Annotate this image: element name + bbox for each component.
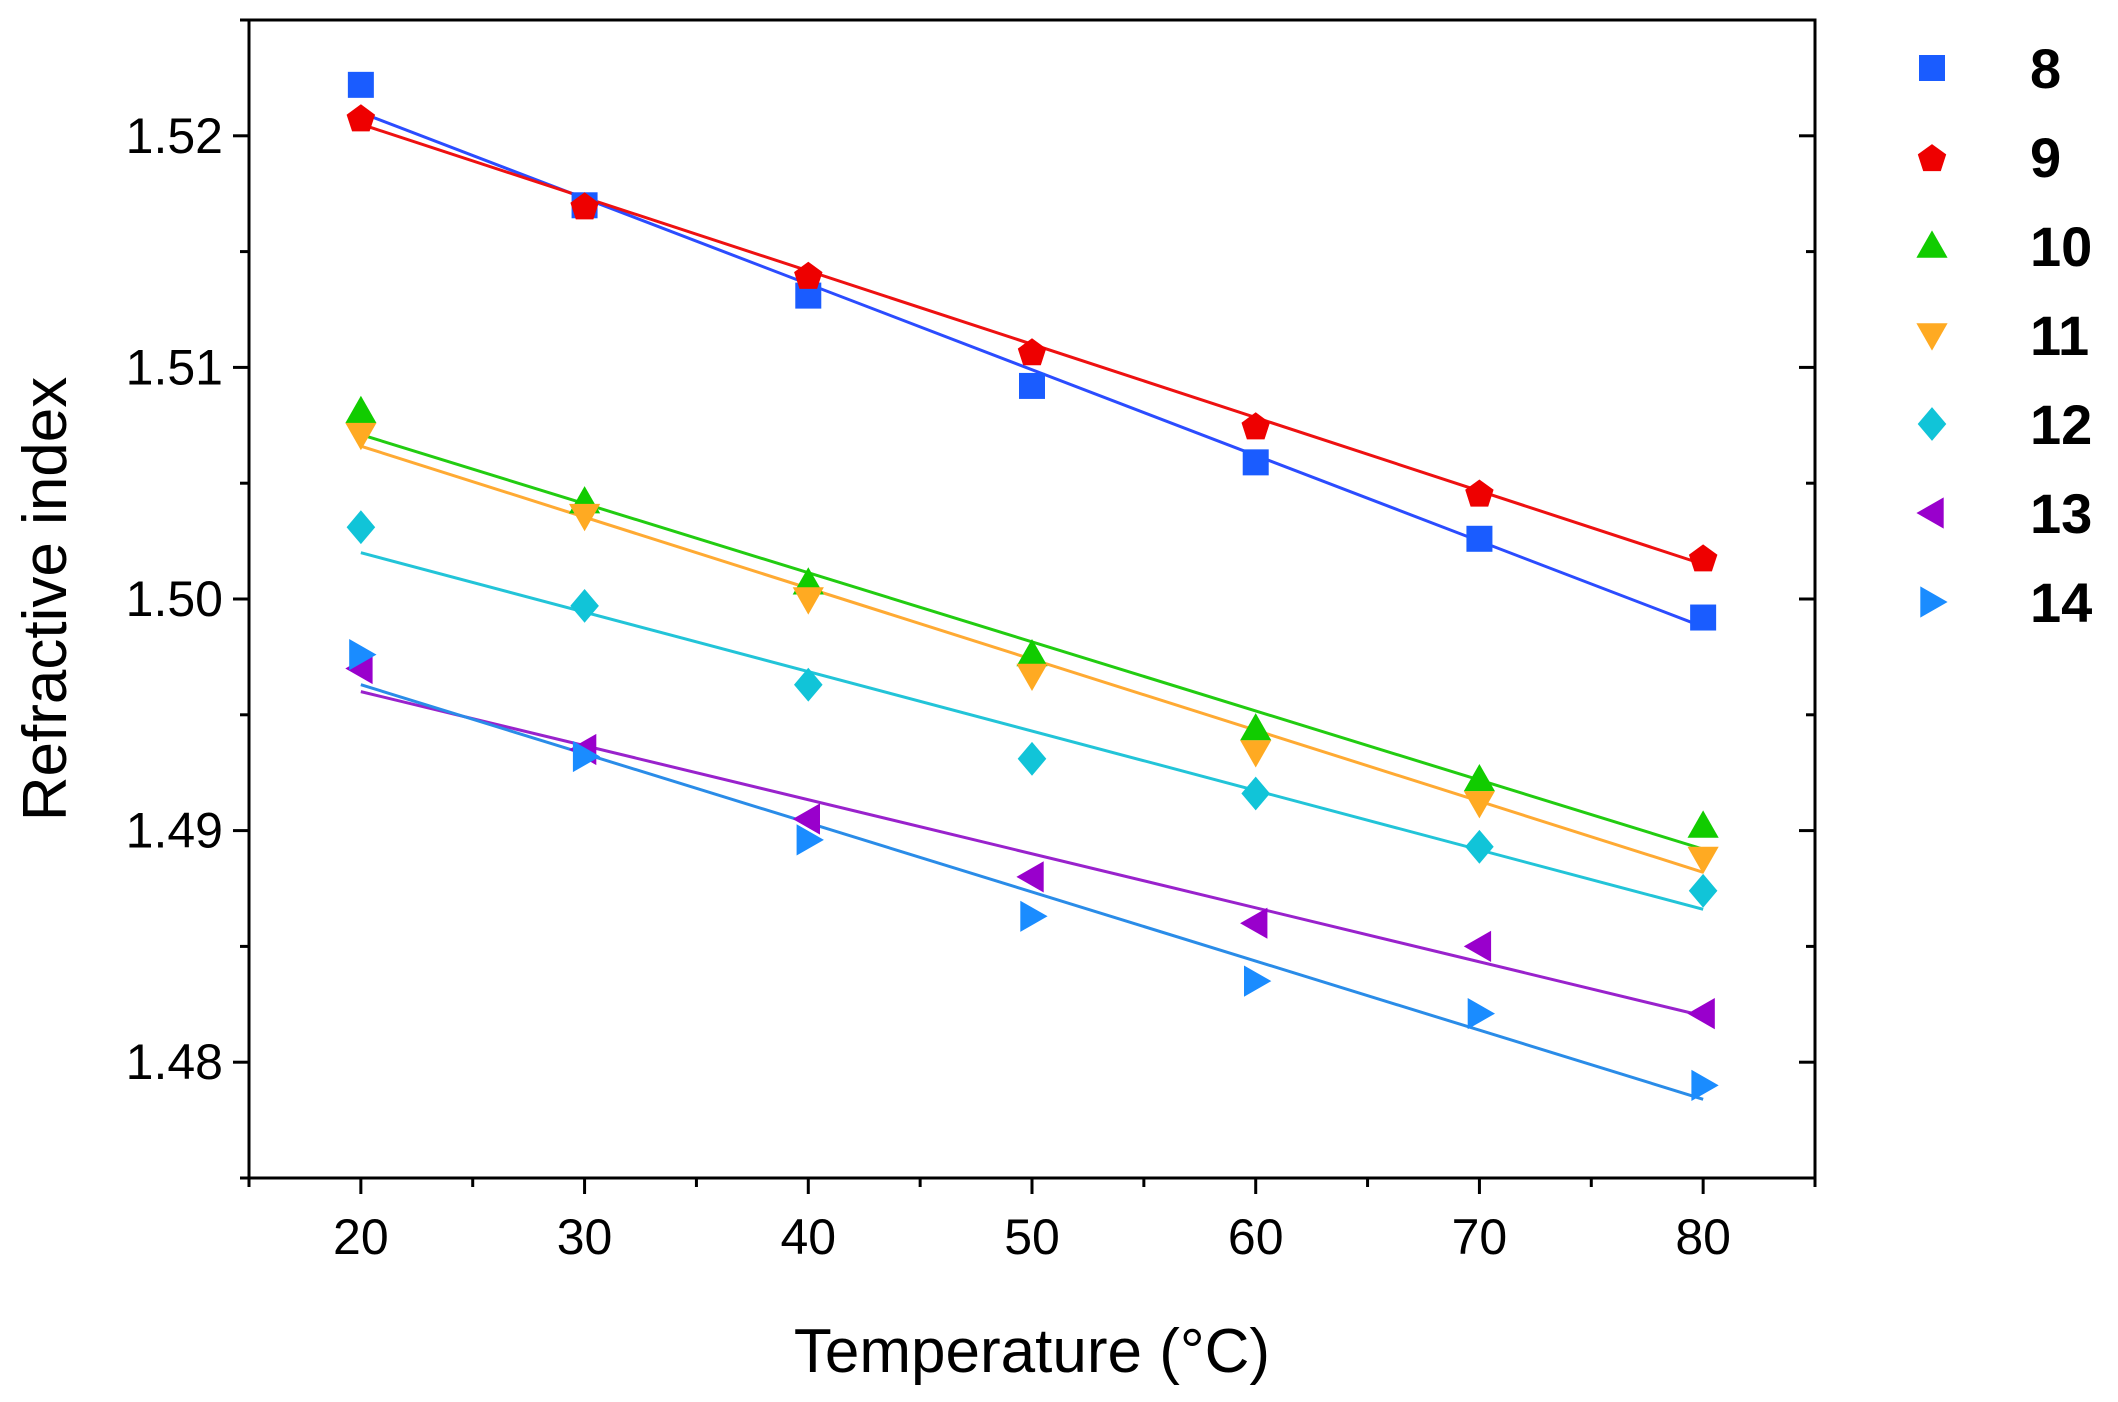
y-tick-label: 1.52: [126, 108, 223, 164]
point-14: [1244, 965, 1272, 997]
legend-marker-8: [1919, 55, 1945, 81]
x-tick-label: 20: [333, 1209, 389, 1265]
legend-marker-11: [1916, 323, 1948, 351]
y-tick-label: 1.49: [126, 803, 223, 859]
point-14: [1467, 998, 1495, 1030]
point-8: [1466, 525, 1493, 552]
point-9: [1465, 479, 1494, 507]
point-13: [1240, 907, 1268, 939]
point-9: [346, 104, 376, 132]
x-tick-label: 60: [1228, 1209, 1284, 1265]
legend-label-10: 10: [2030, 215, 2092, 278]
point-10: [1240, 713, 1272, 741]
y-axis-title: Refractive index: [11, 377, 80, 822]
legend-label-11: 11: [2030, 304, 2089, 367]
point-12: [1241, 776, 1270, 811]
point-13: [792, 803, 820, 835]
point-11: [1240, 740, 1272, 768]
point-12: [1465, 829, 1494, 864]
legend-label-12: 12: [2030, 393, 2092, 456]
point-14: [1691, 1069, 1719, 1101]
point-12: [1017, 741, 1047, 776]
point-9: [1688, 544, 1718, 572]
y-tick-label: 1.48: [126, 1034, 223, 1090]
point-10: [345, 395, 377, 424]
y-tick-label: 1.51: [126, 339, 223, 395]
point-9: [794, 261, 823, 289]
point-10: [1016, 639, 1048, 667]
legend: 8 9 10 11 12 13 14: [1916, 37, 2092, 634]
point-11: [792, 587, 824, 615]
point-14: [796, 824, 824, 856]
point-10: [1687, 810, 1719, 838]
point-11: [1463, 791, 1495, 819]
fit-lines: [360, 111, 1704, 1101]
legend-marker-9: [1917, 144, 1947, 172]
point-12: [346, 510, 376, 545]
point-14: [572, 740, 601, 773]
x-tick-label: 50: [1004, 1209, 1060, 1265]
legend-label-9: 9: [2030, 126, 2061, 189]
point-9: [570, 192, 599, 220]
point-10: [1463, 764, 1495, 792]
point-9: [1241, 412, 1270, 440]
legend-label-8: 8: [2030, 37, 2061, 100]
y-tick-label: 1.50: [126, 571, 223, 627]
point-12: [570, 589, 599, 623]
point-14: [1020, 900, 1048, 932]
point-11: [345, 422, 377, 451]
legend-marker-14: [1920, 586, 1948, 618]
point-11: [569, 503, 601, 532]
point-14: [349, 639, 377, 671]
x-axis-title: Temperature (°C): [794, 1317, 1270, 1386]
x-tick-label: 80: [1675, 1209, 1731, 1265]
legend-label-14: 14: [2030, 571, 2092, 634]
fit-line-12: [360, 551, 1704, 911]
legend-marker-12: [1917, 407, 1947, 441]
point-8: [1690, 604, 1717, 631]
point-11: [1016, 663, 1048, 691]
data-markers: [345, 71, 1719, 1101]
plot-frame: [247, 18, 1817, 1180]
point-12: [1688, 873, 1718, 908]
point-8: [347, 71, 374, 98]
x-tick-label: 40: [780, 1209, 836, 1265]
point-9: [1017, 338, 1047, 366]
x-tick-label: 70: [1452, 1209, 1508, 1265]
fit-line-13: [360, 690, 1704, 1018]
point-11: [1687, 846, 1719, 874]
x-tick-label: 30: [557, 1209, 613, 1265]
point-13: [1016, 861, 1044, 893]
legend-marker-10: [1916, 230, 1948, 258]
point-13: [1687, 998, 1715, 1030]
axis-ticks: 20 30 40 50 60 70 80 1.48 1.49 1.50 1.51 1.52: [126, 18, 1817, 1265]
point-8: [1242, 449, 1269, 476]
point-8: [1019, 372, 1045, 399]
point-12: [794, 667, 823, 702]
legend-marker-13: [1916, 497, 1944, 529]
legend-label-13: 13: [2030, 482, 2092, 545]
point-13: [1463, 930, 1492, 962]
